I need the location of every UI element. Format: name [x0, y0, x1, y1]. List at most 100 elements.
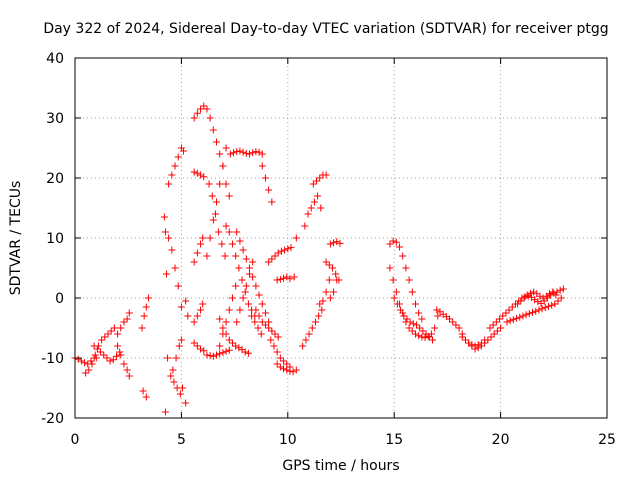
data-point	[255, 312, 263, 320]
data-point	[336, 239, 344, 247]
data-point	[230, 149, 238, 157]
data-point	[419, 327, 427, 335]
data-point	[222, 330, 230, 338]
data-point	[416, 324, 424, 332]
series-arc-q	[190, 168, 208, 181]
series-arc-h	[160, 213, 172, 362]
data-point	[193, 249, 201, 257]
data-point	[109, 356, 117, 364]
data-point	[182, 399, 190, 407]
series-arc-am	[299, 306, 326, 350]
data-point	[526, 289, 534, 297]
data-point	[276, 275, 284, 283]
data-point	[161, 228, 169, 236]
data-point	[208, 192, 216, 200]
data-point	[222, 144, 230, 152]
data-point	[397, 306, 405, 314]
data-point	[242, 282, 250, 290]
data-point	[190, 114, 198, 122]
data-point	[258, 162, 266, 170]
x-tick-label: 0	[71, 432, 80, 448]
data-point	[238, 276, 246, 284]
data-point	[213, 351, 221, 359]
data-point	[268, 327, 276, 335]
series-arc-af	[252, 306, 282, 341]
data-point	[193, 169, 201, 177]
data-point	[190, 318, 198, 326]
data-point	[199, 234, 207, 242]
data-point	[481, 339, 489, 347]
data-point	[180, 147, 188, 155]
data-point	[413, 321, 421, 329]
data-point	[88, 360, 96, 368]
data-point	[103, 354, 111, 362]
data-point	[290, 273, 298, 281]
data-point	[552, 291, 560, 299]
data-point	[242, 149, 250, 157]
data-point	[178, 384, 186, 392]
data-point	[289, 368, 297, 376]
data-point	[177, 336, 185, 344]
data-point	[487, 333, 495, 341]
data-point	[203, 351, 211, 359]
series-arc-d	[114, 309, 133, 338]
data-point	[101, 333, 109, 341]
data-point	[455, 324, 463, 332]
data-point	[514, 300, 522, 308]
data-point	[206, 114, 214, 122]
data-point	[546, 290, 554, 298]
data-point	[405, 276, 413, 284]
x-tick-label: 25	[598, 432, 616, 448]
series-arc-as	[386, 237, 426, 323]
data-point	[222, 222, 230, 230]
data-point	[203, 252, 211, 260]
data-points	[71, 102, 567, 416]
data-point	[326, 294, 334, 302]
data-point	[211, 210, 219, 218]
data-point	[328, 264, 336, 272]
data-point	[489, 321, 497, 329]
data-point	[114, 330, 122, 338]
data-point	[142, 393, 150, 401]
data-point	[190, 168, 198, 176]
data-point	[304, 210, 312, 218]
data-point	[261, 309, 269, 317]
data-point	[233, 148, 241, 156]
series-arc-ab	[233, 258, 257, 326]
data-point	[516, 313, 524, 321]
data-point	[117, 351, 125, 359]
data-point	[322, 171, 330, 179]
data-point	[215, 228, 223, 236]
data-point	[244, 300, 252, 308]
data-point	[499, 312, 507, 320]
data-point	[138, 324, 146, 332]
data-point	[506, 317, 514, 325]
data-point	[408, 327, 416, 335]
data-point	[522, 311, 530, 319]
data-point	[172, 354, 180, 362]
data-point	[283, 366, 291, 374]
data-point	[197, 171, 205, 179]
data-point	[77, 357, 85, 365]
data-point	[313, 177, 321, 185]
data-point	[402, 264, 410, 272]
data-point	[197, 306, 205, 314]
data-point	[276, 363, 284, 371]
data-point	[142, 303, 150, 311]
data-point	[261, 321, 269, 329]
data-point	[232, 282, 240, 290]
data-point	[433, 306, 441, 314]
data-point	[418, 333, 426, 341]
y-tick-label: -20	[41, 411, 64, 427]
data-point	[216, 315, 224, 323]
data-point	[325, 261, 333, 269]
data-point	[255, 291, 263, 299]
data-point	[274, 249, 282, 257]
data-point	[486, 324, 494, 332]
data-point	[265, 186, 273, 194]
series-arc-c	[90, 342, 124, 365]
data-point	[286, 367, 294, 375]
data-point	[551, 300, 559, 308]
data-point	[170, 378, 178, 386]
data-point	[252, 148, 260, 156]
